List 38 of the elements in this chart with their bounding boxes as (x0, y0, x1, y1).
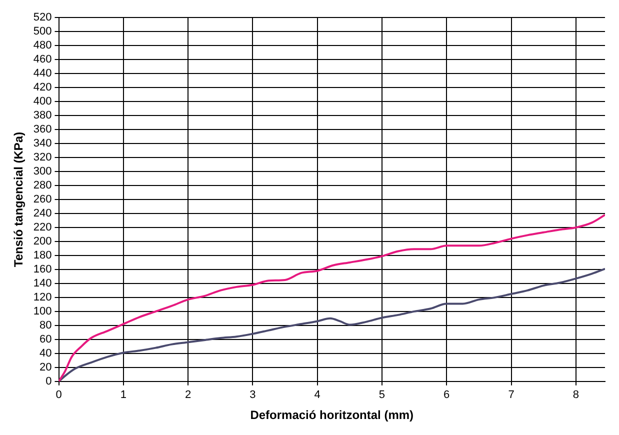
y-tick-label: 320 (33, 152, 52, 164)
y-tick-label: 280 (33, 180, 52, 192)
y-tick-label: 140 (33, 277, 52, 290)
y-tick-label: 80 (40, 319, 52, 332)
y-tick-label: 120 (33, 291, 52, 304)
x-tick-label: 2 (184, 389, 192, 402)
x-tick-label: 7 (508, 389, 514, 402)
y-tick-label: 240 (33, 208, 52, 220)
x-tick-label: 6 (444, 389, 450, 402)
x-tick-label: 8 (572, 389, 579, 402)
y-tick-label: 260 (33, 194, 52, 206)
x-tick-label: 1 (120, 389, 126, 402)
x-tick-label: 0 (56, 389, 62, 402)
y-tick-label: 340 (33, 138, 52, 150)
y-tick-label: 400 (33, 96, 52, 108)
y-tick-label: 20 (40, 361, 52, 374)
y-tick-label: 160 (33, 263, 52, 276)
y-tick-label: 100 (33, 305, 52, 318)
y-tick-label: 480 (33, 40, 52, 52)
y-tick-label: 200 (33, 236, 52, 248)
x-tick-label: 5 (378, 389, 386, 402)
y-tick-label: 360 (33, 124, 52, 136)
y-tick-label: 440 (33, 68, 52, 80)
y-tick-label: 60 (40, 333, 52, 346)
y-axis-title: Tensió tangencial (KPa) (12, 132, 26, 268)
x-tick-label: 4 (314, 389, 320, 402)
x-axis-title: Deformació horitzontal (mm) (250, 408, 414, 422)
y-tick-label: 40 (40, 347, 52, 360)
y-tick-label: 380 (33, 110, 52, 122)
y-tick-label: 460 (33, 54, 52, 66)
y-tick-label: 500 (33, 26, 52, 38)
y-tick-label: 180 (33, 250, 52, 262)
y-tick-label: 220 (33, 222, 52, 234)
y-tick-label: 0 (46, 375, 52, 388)
x-tick-label: 3 (250, 389, 256, 402)
y-tick-label: 300 (33, 166, 52, 178)
y-tick-label: 520 (33, 12, 52, 24)
y-tick-label: 420 (33, 82, 52, 94)
